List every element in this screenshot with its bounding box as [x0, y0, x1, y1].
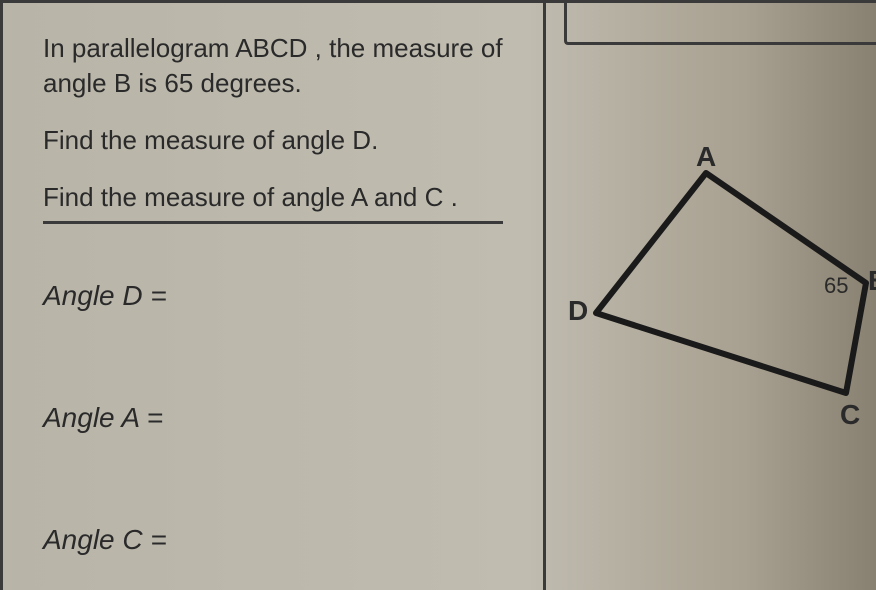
vertex-d-label: D: [568, 295, 588, 327]
worksheet-frame: In parallelogram ABCD , the measure of a…: [0, 0, 876, 590]
problem-line-1: In parallelogram ABCD , the measure of a…: [43, 31, 503, 101]
answer-d-label: Angle D =: [43, 280, 503, 312]
top-empty-box: [564, 3, 876, 45]
left-column: In parallelogram ABCD , the measure of a…: [3, 3, 543, 590]
answer-a-label: Angle A =: [43, 402, 503, 434]
parallelogram-diagram: A B C D 65: [556, 153, 876, 413]
angle-b-value: 65: [824, 273, 848, 299]
problem-line-2: Find the measure of angle D.: [43, 123, 503, 158]
answer-block: Angle D = Angle A = Angle C =: [3, 256, 543, 556]
right-column: A B C D 65: [543, 3, 876, 590]
problem-statement: In parallelogram ABCD , the measure of a…: [3, 3, 543, 256]
vertex-a-label: A: [696, 141, 716, 173]
vertex-c-label: C: [840, 399, 860, 431]
answer-c-label: Angle C =: [43, 524, 503, 556]
problem-line-3: Find the measure of angle A and C .: [43, 180, 503, 224]
vertex-b-label: B: [868, 265, 876, 297]
